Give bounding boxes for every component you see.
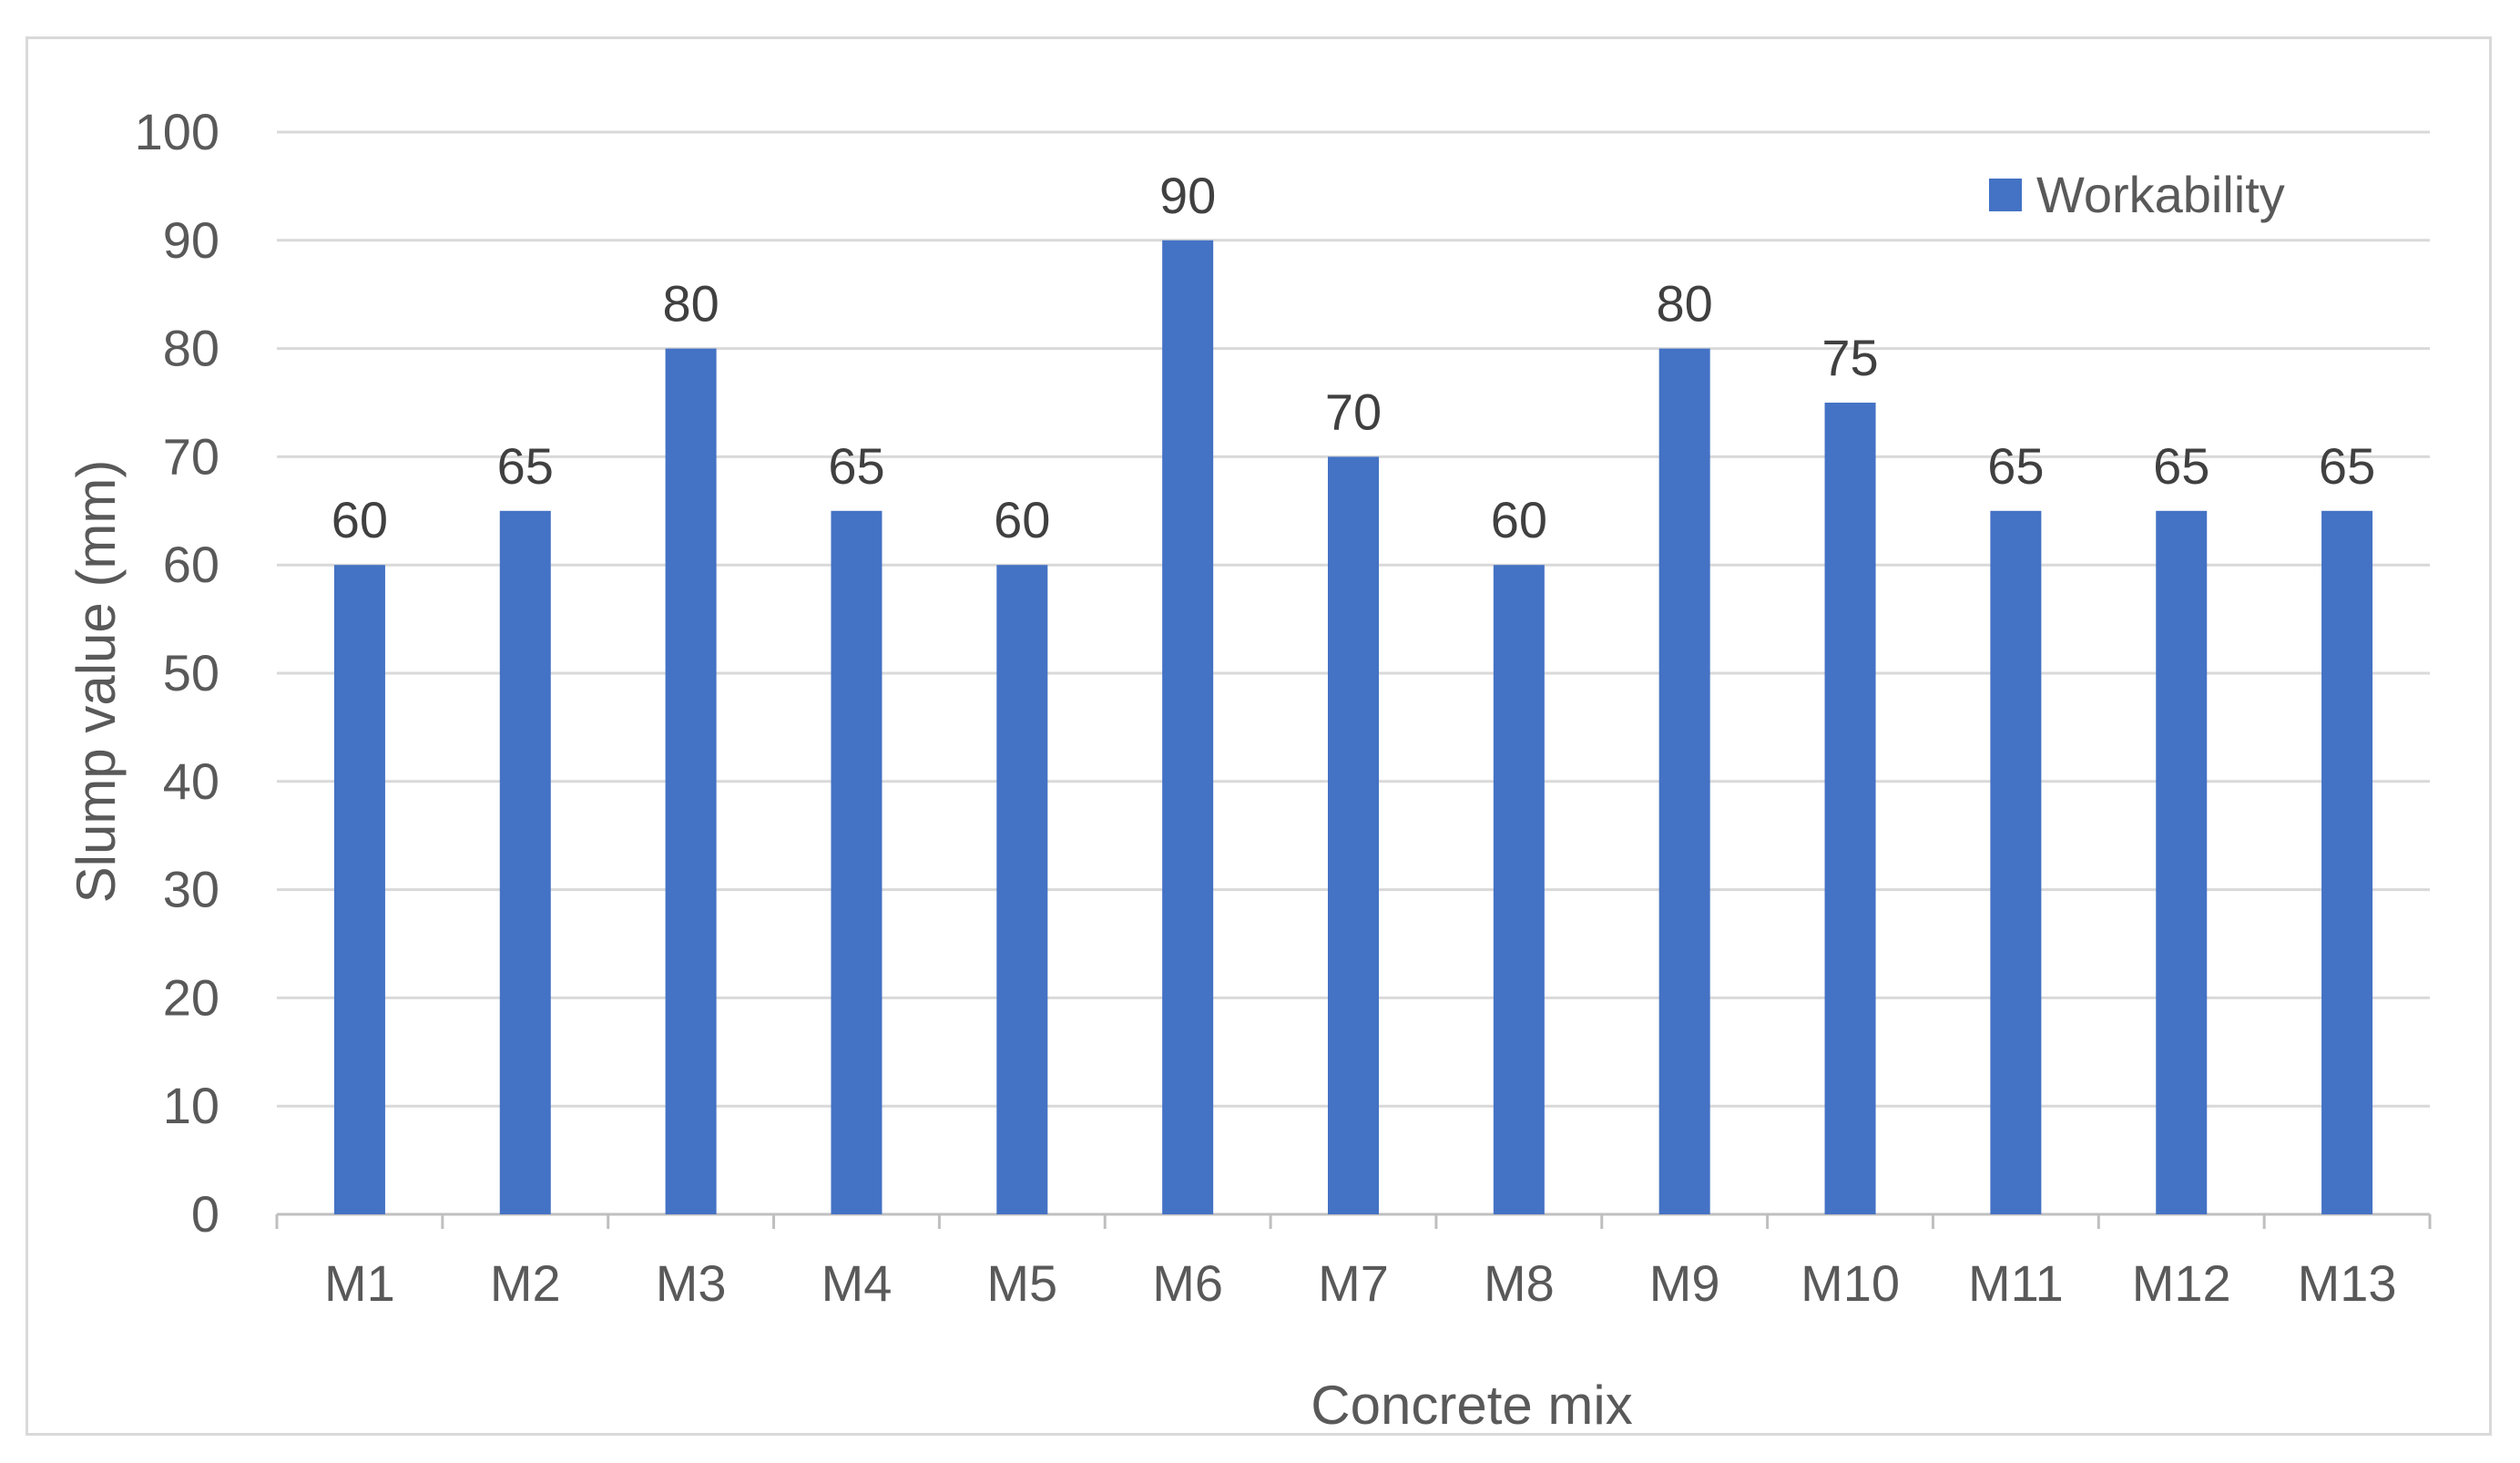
data-label-m7: 70 (1325, 383, 1382, 440)
x-tick-label-m12: M12 (2132, 1254, 2231, 1312)
y-tick-label: 10 (163, 1077, 219, 1134)
x-tick-label-m5: M5 (986, 1254, 1057, 1312)
bar-m13 (2321, 510, 2373, 1214)
data-label-m8: 60 (1491, 491, 1547, 548)
y-tick-label: 20 (163, 968, 219, 1026)
bars (333, 240, 2373, 1215)
y-axis-tick-labels: 0 10 20 30 40 50 60 70 80 90 100 (135, 103, 219, 1243)
bar-m12 (2156, 510, 2208, 1214)
data-label-m6: 90 (1159, 167, 1216, 224)
x-tick-label-m13: M13 (2298, 1254, 2397, 1312)
y-tick-label: 60 (163, 536, 219, 593)
data-labels: 60 65 80 65 60 90 70 60 80 75 65 65 65 (332, 167, 2375, 548)
bar-m6 (1162, 240, 1214, 1214)
x-tick-label-m2: M2 (490, 1254, 561, 1312)
x-axis (275, 1212, 2432, 1229)
data-label-m9: 80 (1657, 275, 1713, 332)
y-tick-label: 80 (163, 320, 219, 377)
data-label-m13: 65 (2319, 437, 2375, 495)
data-label-m11: 65 (1987, 437, 2044, 495)
legend-label-workability: Workability (2036, 166, 2285, 223)
legend-swatch (1989, 179, 2022, 211)
bar-m2 (499, 510, 551, 1214)
y-tick-label: 90 (163, 211, 219, 269)
x-tick-label-m1: M1 (324, 1254, 395, 1312)
data-label-m5: 60 (994, 491, 1050, 548)
y-tick-label: 40 (163, 752, 219, 810)
bar-m8 (1493, 565, 1545, 1214)
x-tick-label-m11: M11 (1968, 1254, 2064, 1312)
data-label-m3: 80 (662, 275, 719, 332)
data-label-m10: 75 (1821, 329, 1878, 386)
bar-chart: 0 10 20 30 40 50 60 70 80 90 100 60 65 80 65 60 90 70 60 8… (66, 103, 2432, 1433)
x-tick-label-m3: M3 (656, 1254, 727, 1312)
bar-m4 (831, 510, 883, 1214)
bar-m11 (1990, 510, 2042, 1214)
bar-m5 (996, 565, 1048, 1214)
y-tick-label: 0 (191, 1185, 219, 1243)
data-label-m4: 65 (828, 437, 884, 495)
bar-m3 (665, 348, 717, 1215)
bar-m1 (333, 565, 385, 1214)
legend: Workability (1989, 166, 2285, 223)
y-tick-label: 30 (163, 861, 219, 918)
y-axis-title: Slump value (mm) (66, 460, 127, 904)
x-tick-label-m10: M10 (1801, 1254, 1900, 1312)
bar-m10 (1824, 403, 1876, 1214)
x-tick-label-m4: M4 (821, 1254, 893, 1312)
x-axis-tick-labels: M1 M2 M3 M4 M5 M6 M7 M8 M9 M10 M11 M12 M13 (324, 1254, 2397, 1312)
x-tick-label-m8: M8 (1484, 1254, 1555, 1312)
data-label-m12: 65 (2153, 437, 2209, 495)
chart-frame: 0 10 20 30 40 50 60 70 80 90 100 60 65 80 65 60 90 70 60 8… (26, 36, 2492, 1436)
y-tick-label: 50 (163, 644, 219, 701)
x-axis-title: Concrete mix (1311, 1375, 1632, 1433)
bar-m9 (1658, 348, 1710, 1215)
y-tick-label: 70 (163, 427, 219, 485)
bar-m7 (1328, 456, 1379, 1214)
data-label-m2: 65 (497, 437, 554, 495)
x-tick-label-m7: M7 (1318, 1254, 1389, 1312)
x-tick-label-m9: M9 (1649, 1254, 1720, 1312)
y-tick-label: 100 (135, 103, 219, 160)
x-tick-label-m6: M6 (1152, 1254, 1223, 1312)
data-label-m1: 60 (332, 491, 388, 548)
